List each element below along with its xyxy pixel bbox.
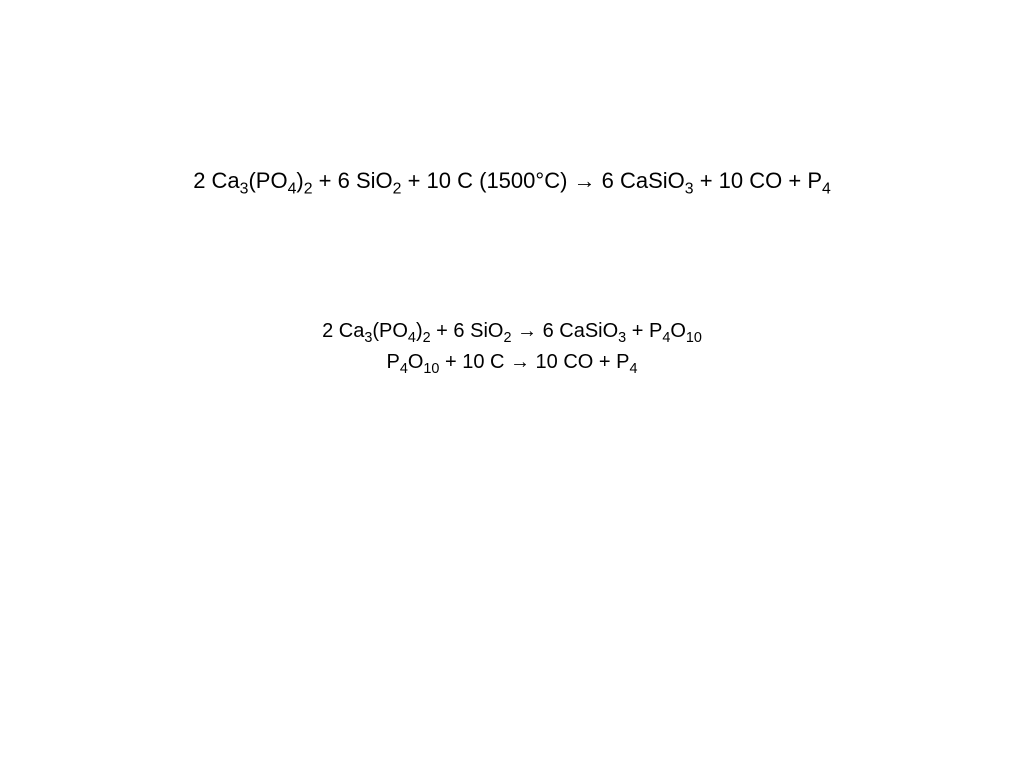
equation-1: 2 Ca3(PO4)2 + 6 SiO2 + 10 C (1500°C) → 6… <box>0 168 1024 194</box>
slide: 2 Ca3(PO4)2 + 6 SiO2 + 10 C (1500°C) → 6… <box>0 0 1024 768</box>
subscript: 4 <box>822 180 831 197</box>
subscript: 2 <box>503 330 511 346</box>
subscript: 4 <box>408 330 416 346</box>
subscript: 4 <box>288 180 297 197</box>
subscript: 2 <box>304 180 313 197</box>
equation-block-2: 2 Ca3(PO4)2 + 6 SiO2 → 6 CaSiO3 + P4O10P… <box>0 316 1024 378</box>
subscript: 2 <box>423 330 431 346</box>
equation-2-line: 2 Ca3(PO4)2 + 6 SiO2 → 6 CaSiO3 + P4O10 <box>0 316 1024 347</box>
subscript: 3 <box>685 180 694 197</box>
subscript: 4 <box>630 361 638 377</box>
equation-2-line: P4O10 + 10 C → 10 CO + P4 <box>0 347 1024 378</box>
subscript: 3 <box>618 330 626 346</box>
subscript: 4 <box>400 361 408 377</box>
subscript: 3 <box>364 330 372 346</box>
subscript: 3 <box>240 180 249 197</box>
subscript: 2 <box>393 180 402 197</box>
subscript: 4 <box>662 330 670 346</box>
subscript: 10 <box>423 361 439 377</box>
subscript: 10 <box>686 330 702 346</box>
